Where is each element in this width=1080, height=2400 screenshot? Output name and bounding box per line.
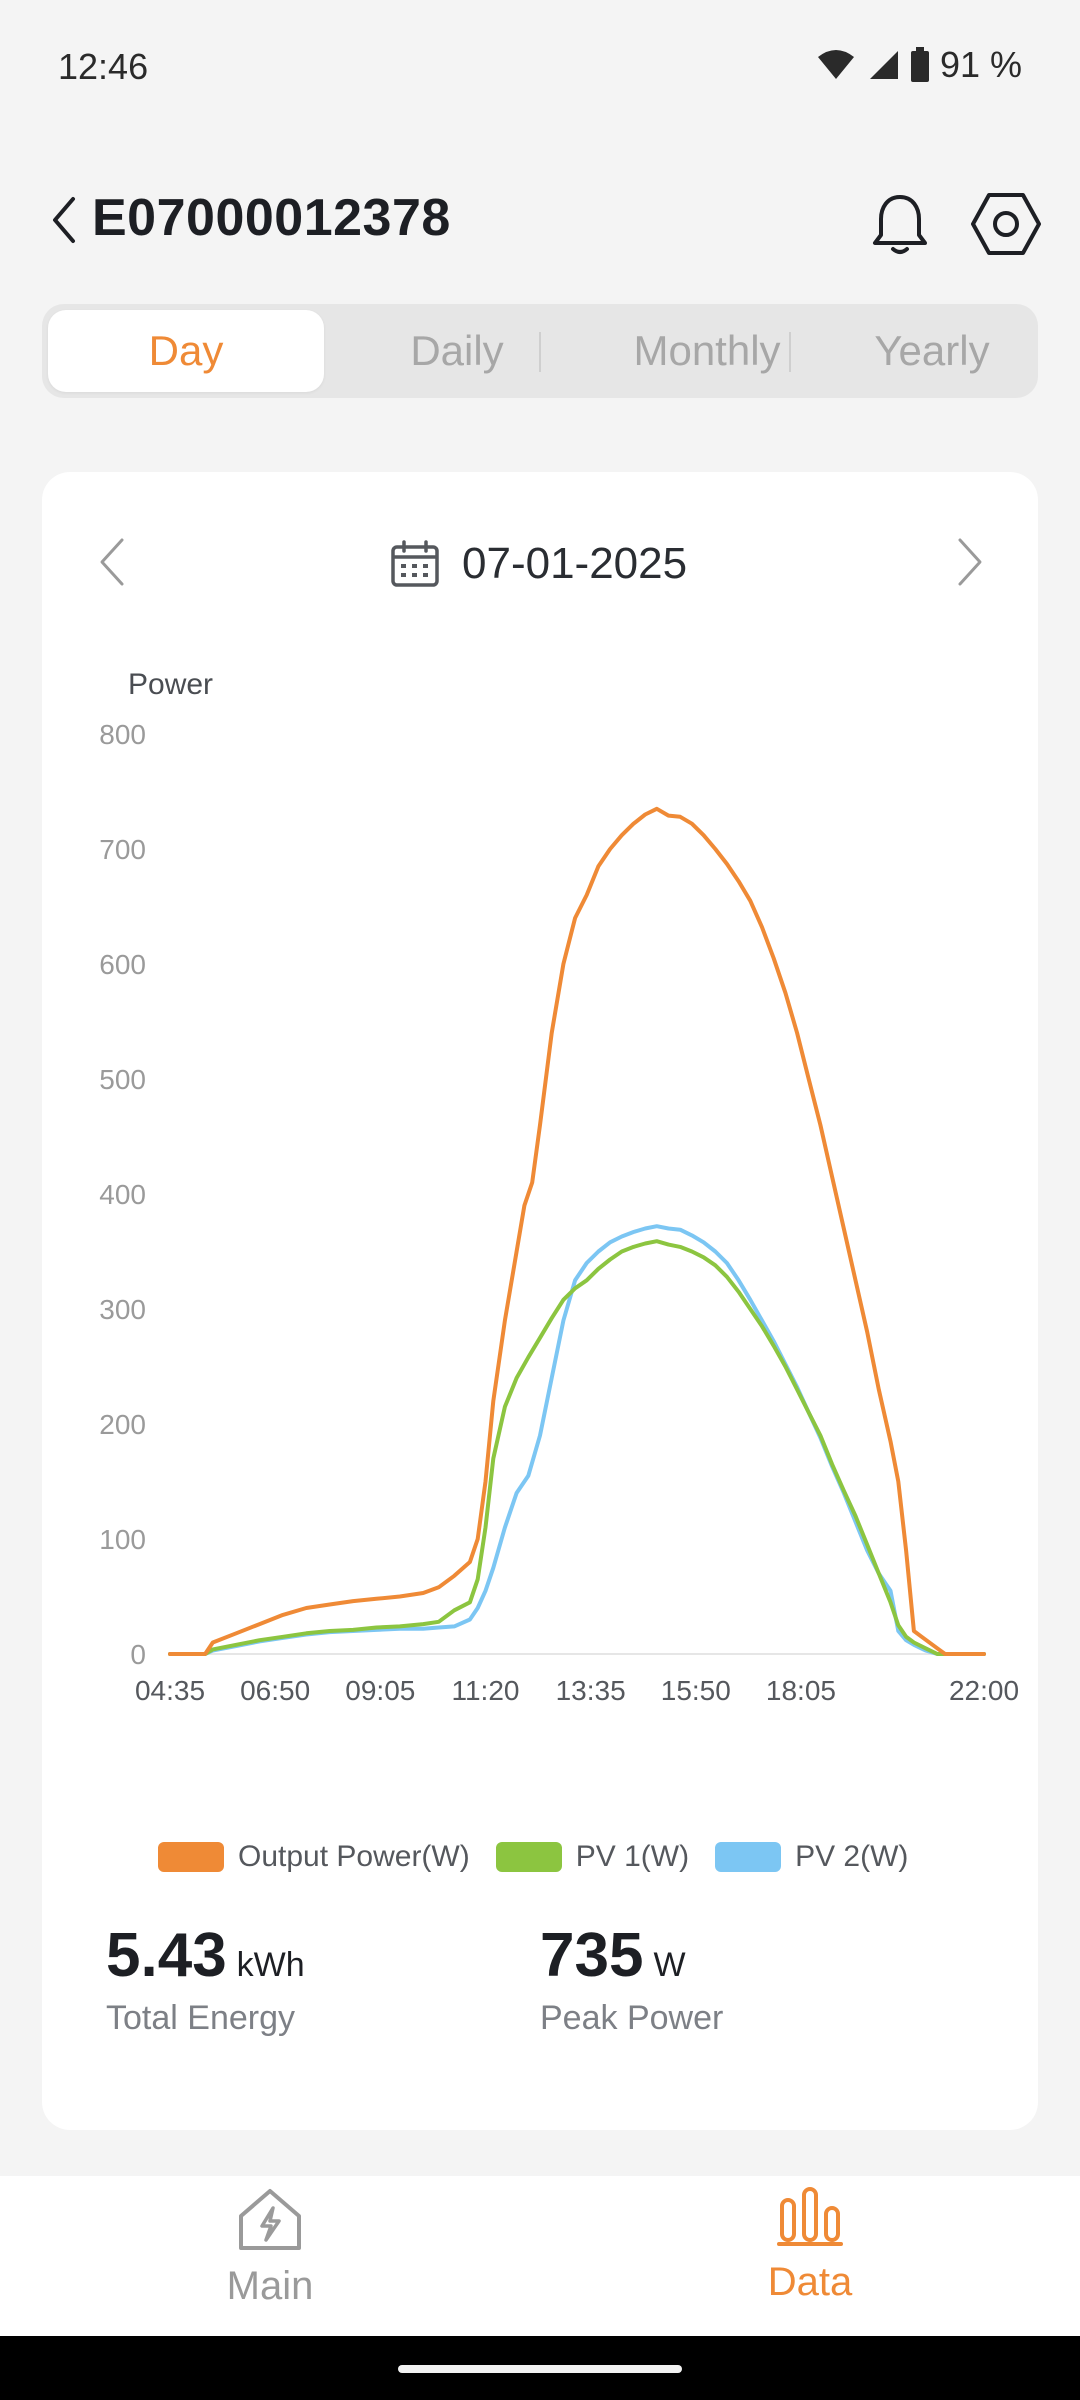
previous-date-button[interactable] — [90, 530, 134, 594]
device-title: E07000012378 — [92, 189, 451, 247]
chevron-left-icon — [100, 538, 124, 586]
peak-power-value: 735 — [540, 1921, 644, 1990]
legend-label: Output Power(W) — [238, 1840, 470, 1873]
nav-data-label: Data — [767, 2260, 853, 2304]
y-tick-label: 700 — [99, 834, 146, 865]
y-tick-label: 200 — [99, 1409, 146, 1440]
home-gesture-handle[interactable] — [398, 2365, 682, 2373]
chart-legend: Output Power(W) PV 1(W) PV 2(W) — [158, 1840, 934, 1874]
legend-swatch — [715, 1842, 782, 1872]
period-tabs: Day Daily Monthly Yearly — [42, 304, 1038, 398]
x-tick-label: 15:50 — [661, 1675, 731, 1706]
series-line-output-power — [168, 806, 986, 1656]
peak-power-unit: W — [653, 1946, 686, 1984]
status-icons: 91 % — [816, 44, 1022, 86]
selected-date: 07-01-2025 — [462, 539, 688, 588]
tab-daily[interactable]: Daily — [410, 327, 504, 374]
series-line-pv2 — [168, 1224, 986, 1656]
y-tick-label: 400 — [99, 1179, 146, 1210]
total-energy-label: Total Energy — [106, 1999, 295, 2037]
cell-signal-icon — [866, 49, 900, 81]
x-tick-label: 13:35 — [556, 1675, 626, 1706]
legend-label: PV 1(W) — [575, 1840, 690, 1873]
wifi-icon — [816, 49, 856, 81]
legend-label: PV 2(W) — [795, 1840, 909, 1873]
series-line-pv1 — [168, 1239, 986, 1656]
house-bolt-icon — [239, 2189, 301, 2250]
y-tick-label: 800 — [99, 719, 146, 750]
nav-data[interactable]: Data — [660, 2186, 960, 2305]
x-tick-label: 04:35 — [135, 1675, 205, 1706]
y-tick-label: 600 — [99, 949, 146, 980]
battery-percent: 91 % — [939, 44, 1022, 85]
next-date-button[interactable] — [948, 530, 992, 594]
y-tick-label: 0 — [130, 1639, 146, 1670]
y-axis-label: Power — [128, 668, 213, 701]
total-energy-value: 5.43 — [106, 1921, 227, 1990]
notifications-button[interactable] — [864, 188, 936, 260]
peak-power-label: Peak Power — [540, 1999, 724, 2037]
chevron-right-icon — [958, 538, 982, 586]
tab-divider — [539, 332, 541, 372]
legend-swatch — [158, 1842, 224, 1872]
date-picker[interactable]: 07-01-2025 — [390, 534, 687, 594]
back-button[interactable] — [44, 190, 84, 250]
status-time: 12:46 — [58, 46, 149, 87]
chevron-left-icon — [53, 197, 75, 243]
total-energy-stat: 5.43 kWh Total Energy — [106, 1920, 305, 2038]
total-energy-unit: kWh — [236, 1946, 305, 1984]
peak-power-stat: 735 W Peak Power — [540, 1920, 723, 2038]
bell-icon — [873, 195, 927, 254]
legend-swatch — [495, 1842, 562, 1872]
settings-button[interactable] — [968, 186, 1044, 262]
x-tick-label: 22:00 — [949, 1675, 1019, 1706]
power-line-chart: Power 0 100 200 300 400 500 600 700 800 04:35 06:50… — [99, 668, 1019, 1706]
nav-main[interactable]: Main — [120, 2186, 420, 2309]
tab-divider — [789, 332, 791, 372]
bar-chart-icon — [777, 2187, 843, 2246]
tab-monthly[interactable]: Monthly — [633, 327, 781, 374]
tab-yearly[interactable]: Yearly — [874, 327, 990, 374]
nav-main-label: Main — [226, 2264, 314, 2308]
x-tick-label: 11:20 — [451, 1675, 519, 1706]
gear-hexagon-icon — [971, 193, 1041, 255]
legend-pv2[interactable]: PV 2(W) — [715, 1840, 908, 1874]
legend-output-power[interactable]: Output Power(W) — [158, 1840, 470, 1874]
legend-pv1[interactable]: PV 1(W) — [495, 1840, 690, 1874]
x-tick-label: 06:50 — [240, 1675, 310, 1706]
y-tick-label: 300 — [99, 1294, 146, 1325]
x-tick-label: 09:05 — [345, 1675, 415, 1706]
battery-icon — [910, 47, 930, 83]
x-tick-label: 18:05 — [766, 1675, 836, 1706]
bottom-navigation — [0, 2176, 1080, 2336]
tab-day[interactable]: Day — [48, 310, 324, 392]
calendar-icon — [391, 540, 439, 587]
y-tick-label: 500 — [99, 1064, 146, 1095]
y-tick-label: 100 — [99, 1524, 146, 1555]
